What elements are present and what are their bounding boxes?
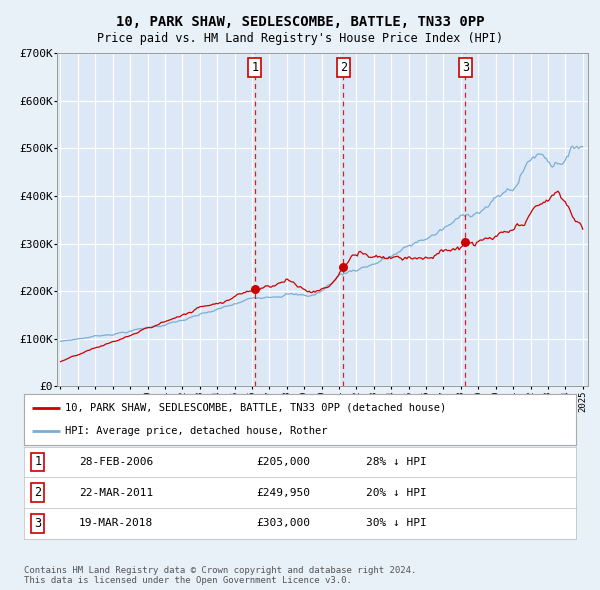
Text: 3: 3	[461, 61, 469, 74]
Text: 2: 2	[340, 61, 347, 74]
Text: HPI: Average price, detached house, Rother: HPI: Average price, detached house, Roth…	[65, 427, 328, 437]
Text: 30% ↓ HPI: 30% ↓ HPI	[366, 519, 427, 528]
Text: £303,000: £303,000	[256, 519, 310, 528]
Text: £205,000: £205,000	[256, 457, 310, 467]
Text: Price paid vs. HM Land Registry's House Price Index (HPI): Price paid vs. HM Land Registry's House …	[97, 32, 503, 45]
Text: 28-FEB-2006: 28-FEB-2006	[79, 457, 154, 467]
Text: 1: 1	[251, 61, 259, 74]
Text: 1: 1	[34, 455, 41, 468]
Text: 19-MAR-2018: 19-MAR-2018	[79, 519, 154, 528]
Text: Contains HM Land Registry data © Crown copyright and database right 2024.
This d: Contains HM Land Registry data © Crown c…	[24, 566, 416, 585]
Text: 3: 3	[34, 517, 41, 530]
Text: 28% ↓ HPI: 28% ↓ HPI	[366, 457, 427, 467]
Text: £249,950: £249,950	[256, 488, 310, 497]
Text: 22-MAR-2011: 22-MAR-2011	[79, 488, 154, 497]
Text: 2: 2	[34, 486, 41, 499]
Text: 20% ↓ HPI: 20% ↓ HPI	[366, 488, 427, 497]
Text: 10, PARK SHAW, SEDLESCOMBE, BATTLE, TN33 0PP (detached house): 10, PARK SHAW, SEDLESCOMBE, BATTLE, TN33…	[65, 402, 446, 412]
Text: 10, PARK SHAW, SEDLESCOMBE, BATTLE, TN33 0PP: 10, PARK SHAW, SEDLESCOMBE, BATTLE, TN33…	[116, 15, 484, 29]
